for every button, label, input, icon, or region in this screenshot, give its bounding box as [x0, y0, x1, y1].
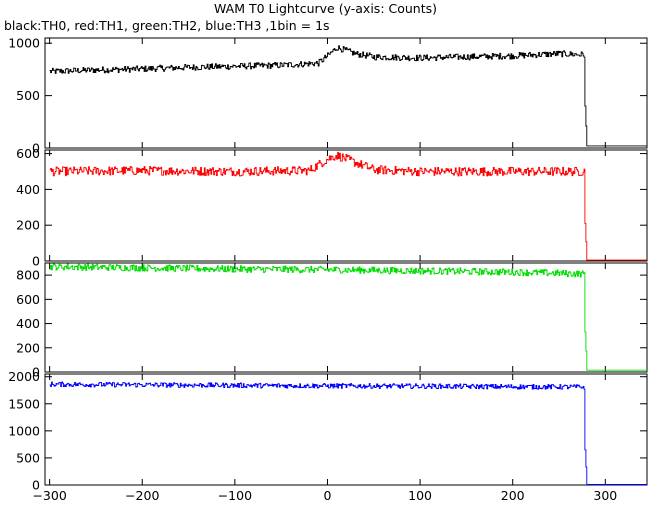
x-tick-label: −100: [218, 488, 252, 503]
y-tick-label: 500: [16, 88, 40, 103]
y-tick-label: 500: [16, 450, 40, 465]
y-tick-label: 1000: [8, 423, 40, 438]
x-tick-label: 200: [501, 488, 525, 503]
lightcurve-line-th0: [49, 45, 647, 147]
chart-subtitle: black:TH0, red:TH1, green:TH2, blue:TH3 …: [4, 18, 330, 33]
x-tick-label: 100: [408, 488, 432, 503]
panel-frame-th1: [44, 149, 648, 262]
y-tick-label: 0: [32, 478, 40, 493]
panel-frame-th0: [44, 37, 648, 149]
y-tick-label: 0: [32, 254, 40, 269]
lightcurve-line-th2: [49, 263, 647, 371]
lightcurve-line-th1: [49, 151, 647, 261]
x-tick-label: 300: [593, 488, 617, 503]
y-tick-label: 400: [16, 316, 40, 331]
chart-title: WAM T0 Lightcurve (y-axis: Counts): [213, 1, 438, 16]
y-tick-label: 1000: [8, 36, 40, 51]
y-tick-label: 800: [16, 268, 40, 283]
y-tick-label: 2000: [8, 369, 40, 384]
y-tick-label: 400: [16, 182, 40, 197]
x-tick-label: −200: [125, 488, 159, 503]
y-tick-label: 1500: [8, 396, 40, 411]
lightcurve-line-th3: [49, 381, 647, 485]
y-tick-label: 600: [16, 146, 40, 161]
y-tick-label: 0: [32, 141, 40, 156]
y-tick-label: 600: [16, 292, 40, 307]
x-tick-label: −300: [32, 488, 66, 503]
panel-frame-th3: [44, 373, 648, 486]
y-tick-label: 200: [16, 340, 40, 355]
x-tick-label: 0: [324, 488, 332, 503]
y-tick-label: 0: [32, 365, 40, 380]
y-tick-label: 200: [16, 218, 40, 233]
panel-frame-th2: [44, 262, 648, 373]
